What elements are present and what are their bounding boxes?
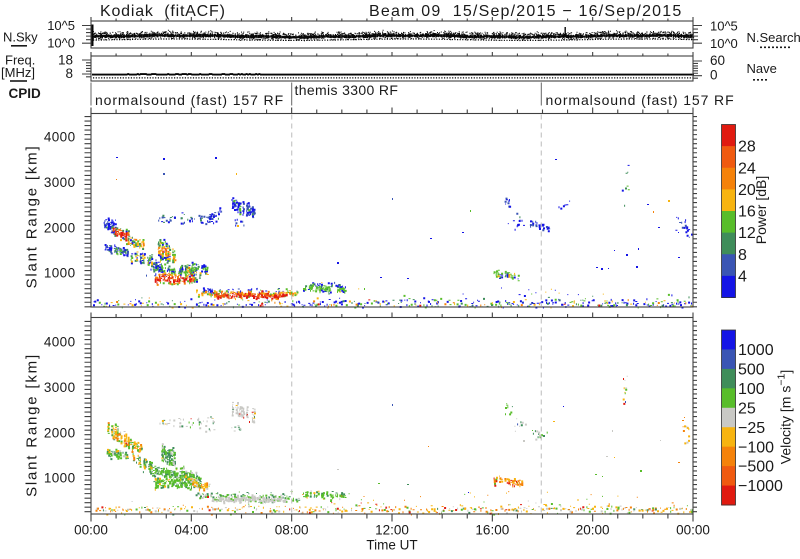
svg-text:4: 4 bbox=[738, 268, 747, 285]
svg-text:10^5: 10^5 bbox=[710, 18, 738, 33]
svg-text:3000: 3000 bbox=[44, 380, 76, 395]
svg-text:0: 0 bbox=[710, 68, 718, 83]
svg-text:1000: 1000 bbox=[44, 471, 76, 486]
svg-text:00:00: 00:00 bbox=[74, 523, 108, 538]
svg-text:1000: 1000 bbox=[738, 342, 774, 359]
svg-text:04:00: 04:00 bbox=[174, 523, 208, 538]
svg-text:Power [dB]: Power [dB] bbox=[753, 176, 769, 244]
svg-text:N.Sky: N.Sky bbox=[3, 30, 38, 45]
svg-text:10^0: 10^0 bbox=[47, 35, 75, 50]
svg-text:12:00: 12:00 bbox=[375, 523, 409, 538]
svg-text:28: 28 bbox=[738, 139, 756, 156]
svg-text:Slant Range [km]: Slant Range [km] bbox=[24, 353, 41, 497]
svg-text:20:00: 20:00 bbox=[576, 523, 610, 538]
svg-text:10^0: 10^0 bbox=[710, 36, 738, 51]
svg-text:normalsound (fast) 157 RF: normalsound (fast) 157 RF bbox=[95, 92, 284, 108]
svg-text:500: 500 bbox=[738, 361, 765, 378]
svg-text:−100: −100 bbox=[738, 439, 774, 456]
svg-text:normalsound (fast) 157 RF: normalsound (fast) 157 RF bbox=[546, 92, 735, 108]
svg-text:Slant Range [km]: Slant Range [km] bbox=[24, 145, 41, 289]
svg-text:[MHz]: [MHz] bbox=[1, 65, 35, 80]
svg-text:3000: 3000 bbox=[44, 175, 76, 190]
svg-text:N.Search: N.Search bbox=[747, 30, 800, 45]
svg-text:8: 8 bbox=[738, 247, 747, 264]
svg-text:4000: 4000 bbox=[44, 335, 76, 350]
svg-text:60: 60 bbox=[710, 53, 725, 68]
svg-text:18: 18 bbox=[58, 52, 73, 67]
svg-text:Kodiak (fitACF): Kodiak (fitACF) bbox=[100, 3, 226, 20]
svg-text:CPID: CPID bbox=[9, 86, 42, 101]
svg-text:1000: 1000 bbox=[44, 266, 76, 281]
svg-text:themis 3300 RF: themis 3300 RF bbox=[295, 82, 399, 98]
svg-text:−1000: −1000 bbox=[738, 478, 783, 495]
svg-text:08:00: 08:00 bbox=[275, 523, 309, 538]
svg-text:24: 24 bbox=[738, 160, 756, 177]
svg-text:Time UT: Time UT bbox=[366, 538, 417, 553]
svg-text:4000: 4000 bbox=[44, 130, 76, 145]
svg-text:2000: 2000 bbox=[44, 425, 76, 440]
svg-text:8: 8 bbox=[65, 66, 73, 81]
svg-text:−500: −500 bbox=[738, 459, 774, 476]
svg-text:Nave: Nave bbox=[747, 61, 777, 76]
svg-text:16:00: 16:00 bbox=[475, 523, 509, 538]
svg-text:−25: −25 bbox=[738, 420, 765, 437]
svg-text:Beam 09 15/Sep/2015 − 16/Sep/: Beam 09 15/Sep/2015 − 16/Sep/2015 bbox=[369, 3, 682, 20]
svg-text:00:00: 00:00 bbox=[676, 523, 710, 538]
svg-text:2000: 2000 bbox=[44, 220, 76, 235]
svg-text:100: 100 bbox=[738, 381, 765, 398]
svg-text:25: 25 bbox=[738, 400, 756, 417]
svg-text:10^5: 10^5 bbox=[47, 18, 75, 33]
